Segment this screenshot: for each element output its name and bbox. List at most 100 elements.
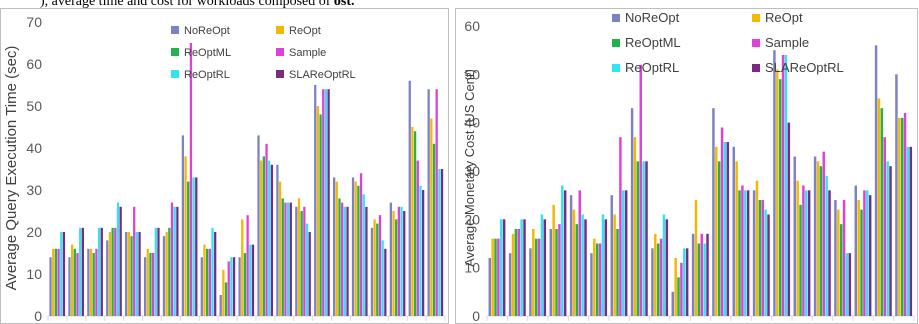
bar-noreopt [529,248,532,316]
bar-reoptrl [581,214,584,316]
bar-reopt [184,156,187,316]
bar-noreopt [295,206,298,316]
bar-noreopt [732,146,736,316]
bar-sample [151,253,155,316]
bar-reoptml [187,181,190,316]
bar-reoptrl [561,185,564,316]
legend-swatch [752,14,760,22]
bar-reoptml [656,243,660,316]
bar-reopt [654,233,657,316]
bar-reoptrl [343,206,346,316]
bar-reoptml [149,253,152,316]
bar-reoptrl [845,253,849,316]
bar-reoptrl [324,89,328,316]
y-tick-label: 10 [464,260,480,276]
y-tick-label: 20 [26,224,42,240]
bar-slareoptrl [384,248,387,316]
bar-reopt [146,248,149,316]
y-tick-label: 0 [472,308,480,324]
bar-slareoptrl [543,219,547,316]
bar-sample [76,253,79,316]
bar-noreopt [549,229,553,316]
bar-noreopt [351,177,355,316]
bar-reoptml [738,190,741,316]
bar-slareoptrl [270,164,274,316]
bar-sample [341,202,344,316]
bar-reoptrl [601,214,605,316]
bar-reoptml [376,223,379,316]
bar-reoptrl [764,209,767,316]
bar-noreopt [389,202,392,316]
bar-reoptml [534,238,538,316]
bar-reoptml [413,131,417,316]
bar-reopt [127,232,130,316]
bar-reopt [755,180,759,316]
bar-noreopt [590,253,593,316]
bar-slareoptrl [889,166,892,316]
bar-reoptrl [540,214,544,316]
bar-slareoptrl [346,206,349,316]
bar-reoptrl [400,206,403,316]
bar-reopt [354,181,357,316]
y-tick-label: 40 [464,115,480,131]
bar-slareoptrl [665,219,669,316]
y-tick-label: 70 [26,14,42,30]
bar-reoptrl [805,190,808,316]
bar-sample [170,202,174,316]
bar-sample [133,206,136,316]
bar-sample [517,229,520,316]
bar-reoptml [432,143,436,316]
bar-reoptrl [135,232,139,316]
bar-reoptrl [662,214,666,316]
legend-label: NoReOpt [625,10,680,25]
bar-reopt [898,117,901,316]
bar-slareoptrl [176,206,179,316]
bar-reopt [593,238,596,316]
y-tick-label: 50 [26,98,42,114]
bar-noreopt [314,85,317,316]
bar-reoptml [819,166,823,316]
bar-reoptml [880,108,884,317]
bar-sample [95,248,98,316]
bar-slareoptrl [308,232,311,316]
bar-sample [497,238,500,316]
legend-label: NoReOpt [184,25,230,37]
bar-reopt [491,238,494,316]
bar-reoptrl [744,190,747,316]
bar-reoptrl [79,227,82,316]
bar-noreopt [162,236,166,316]
bar-reoptml [206,248,209,316]
bar-slareoptrl [706,233,709,316]
bar-sample [416,160,419,316]
bar-reoptml [778,79,782,317]
bar-reopt [165,232,168,316]
bar-reopt [297,198,301,316]
bar-reoptml [92,253,95,316]
bar-sample [322,89,325,316]
y-axis-label: Average Monetary Cost (US Cent) [462,69,477,267]
bar-reoptml [575,224,579,316]
bar-reopt [108,232,112,316]
bar-noreopt [874,45,878,316]
bar-slareoptrl [327,89,330,316]
bar-slareoptrl [726,142,730,316]
bar-slareoptrl [421,190,425,316]
bar-noreopt [834,200,837,316]
bar-noreopt [219,295,222,316]
bar-slareoptrl [787,122,791,317]
bar-reoptml [494,238,497,316]
legend-swatch [612,64,620,72]
bar-slareoptrl [828,190,831,316]
bar-sample [578,190,581,316]
legend-swatch [752,64,760,72]
bar-reoptrl [866,190,869,316]
bar-sample [558,224,561,316]
bar-slareoptrl [624,190,628,316]
bar-noreopt [125,232,128,316]
bar-slareoptrl [440,169,444,316]
bar-reoptml [799,204,802,316]
bar-reoptrl [419,185,422,316]
bar-reoptml [514,229,518,316]
bar-reoptml [595,243,599,316]
